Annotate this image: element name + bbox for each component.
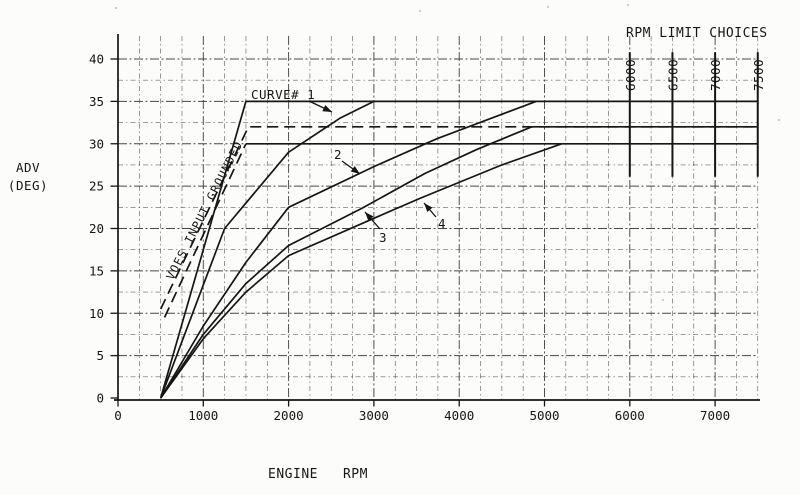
- x-tick-label: 0: [114, 408, 122, 423]
- scan-speck: [547, 6, 549, 8]
- rpm-limit-label-7000: 7000: [708, 59, 723, 91]
- grid: [118, 36, 759, 400]
- x-tick-label: 4000: [444, 408, 474, 423]
- rpm-limit-label-7500: 7500: [751, 59, 766, 91]
- series-curve-1: [159, 100, 375, 399]
- series-voes-grounded-dash-lower: [163, 143, 247, 318]
- y-tick-label: 40: [89, 52, 104, 67]
- y-tick-label: 15: [89, 263, 104, 278]
- curve2-arrow-head: [350, 166, 360, 174]
- series-voes-grounded-solid: [159, 100, 758, 399]
- series-curve-2: [159, 100, 537, 399]
- scan-speck: [778, 119, 780, 121]
- series-curve-4: [160, 142, 562, 399]
- axes: [114, 34, 760, 401]
- y-tick-label: 10: [89, 306, 104, 321]
- y-tick-label: 20: [89, 221, 104, 236]
- annotation-curve4-label: 4: [438, 216, 446, 231]
- tick-marks: [110, 58, 716, 407]
- scan-speck: [115, 7, 117, 9]
- annotation-y-axis-title-2: (DEG): [8, 178, 48, 193]
- x-tick-label: 2000: [274, 408, 304, 423]
- series: [159, 100, 758, 399]
- annotation-curve3-label: 3: [379, 230, 387, 245]
- rpm-limit-label-6000: 6000: [623, 59, 638, 91]
- annotation-y-axis-title-1: ADV: [16, 160, 40, 175]
- y-tick-label: 5: [96, 348, 104, 363]
- x-tick-label: 3000: [359, 408, 389, 423]
- y-tick-label: 0: [96, 391, 104, 406]
- rpm-limit-label-6500: 6500: [665, 59, 680, 91]
- series-curve-3: [159, 125, 758, 399]
- x-tick-label: 7000: [700, 408, 730, 423]
- x-tick-label: 5000: [529, 408, 559, 423]
- annotation-curve2-label: 2: [334, 147, 342, 162]
- scan-speck: [627, 4, 629, 6]
- annotation-curve1-label: CURVE# 1: [251, 87, 315, 102]
- annotation-rpm-limit-title: RPM LIMIT CHOICES: [626, 26, 768, 41]
- rpm-limit-lines: [628, 52, 759, 177]
- annotation-x-axis-title: ENGINE RPM: [268, 467, 368, 482]
- curve1-arrow-head: [322, 105, 332, 112]
- x-tick-label: 6000: [615, 408, 645, 423]
- tick-labels: 0 1000 2000 3000 4000 5000 6000 7000 0 5 10 15 20 25 3…: [89, 52, 730, 424]
- rpm-limit-labels: 6000 6500 7000 7500: [623, 59, 766, 91]
- x-tick-label: 1000: [188, 408, 218, 423]
- curve4-arrow-head: [424, 203, 433, 212]
- scan-speck: [662, 299, 664, 301]
- pointer-arrows: [308, 100, 437, 230]
- y-tick-label: 35: [89, 94, 104, 109]
- curve3-arrow-head: [365, 212, 374, 221]
- scan-speck: [419, 10, 421, 12]
- y-tick-label: 30: [89, 136, 104, 151]
- y-tick-label: 25: [89, 179, 104, 194]
